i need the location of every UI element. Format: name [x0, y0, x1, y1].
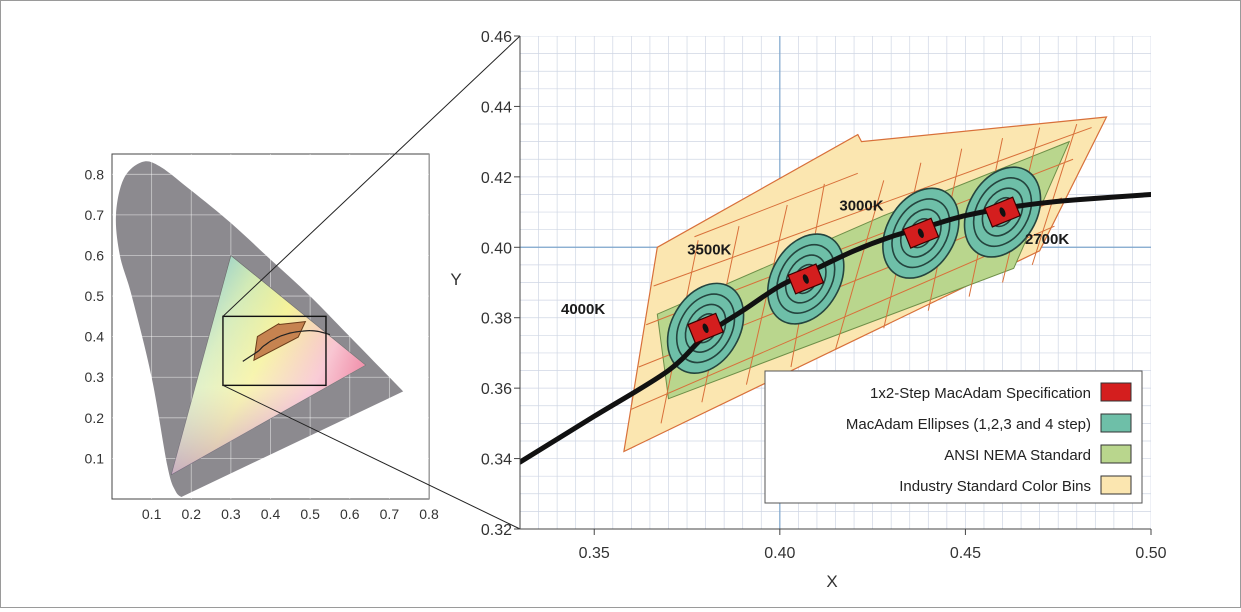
overview-y-tick-label: 0.8: [85, 166, 105, 182]
macadam-specs: [687, 196, 1021, 344]
overview-x-tick-label: 0.8: [419, 506, 439, 522]
x-axis-label: X: [826, 572, 837, 591]
y-axis-label: Y: [450, 270, 461, 289]
legend-entry: MacAdam Ellipses (1,2,3 and 4 step): [846, 413, 1132, 433]
x-tick-label: 0.40: [764, 545, 795, 562]
legend-swatch: [1100, 475, 1132, 495]
spec-group: [787, 263, 825, 295]
legend-swatch: [1100, 382, 1132, 402]
legend-entry: ANSI NEMA Standard: [944, 444, 1132, 464]
overview-y-tick-label: 0.5: [85, 288, 105, 304]
legend-swatch: [1100, 444, 1132, 464]
y-tick-label: 0.36: [481, 381, 512, 398]
overview-y-tick-label: 0.2: [85, 410, 105, 426]
legend-box: [764, 370, 1143, 504]
spec-center-marker: [917, 228, 924, 238]
cie-overview-panel: 0.1 0.2 0.3 0.4 0.5 0.6 0.7 0.8 0.1 0.2 0.3 0.4 0.5 0…: [85, 153, 439, 522]
overview-x-tick-label: 0.7: [380, 506, 400, 522]
overview-tick-labels: 0.1 0.2 0.3 0.4 0.5 0.6 0.7 0.8 0.1 0.2 0.3 0.4 0.5 0…: [85, 166, 439, 522]
y-tick-label: 0.42: [481, 170, 512, 187]
overview-y-tick-label: 0.3: [85, 369, 105, 385]
x-tick-label: 0.35: [579, 545, 610, 562]
overview-y-tick-label: 0.4: [85, 329, 105, 345]
cct-label: 4000K: [561, 301, 605, 318]
overview-x-tick-label: 0.2: [182, 506, 202, 522]
legend-label: MacAdam Ellipses (1,2,3 and 4 step): [846, 416, 1091, 433]
ansi-nema-region: [656, 140, 1071, 400]
y-tick-label: 0.44: [481, 99, 512, 116]
overview-y-tick-label: 0.1: [85, 450, 105, 466]
legend-swatch: [1100, 413, 1132, 433]
overview-x-tick-label: 0.6: [340, 506, 360, 522]
overview-bin-band: [253, 321, 307, 362]
zoom-box: [222, 315, 327, 387]
overview-y-tick-label: 0.7: [85, 207, 105, 223]
legend-label: Industry Standard Color Bins: [899, 478, 1091, 495]
cct-label: 2700K: [1025, 231, 1069, 248]
cct-labels: 4000K 3500K 3000K 2700K: [561, 197, 1069, 318]
cct-label: 3500K: [687, 241, 731, 258]
legend-label: ANSI NEMA Standard: [944, 447, 1091, 464]
gamut-triangle-shading: [171, 255, 366, 475]
overview-x-tick-label: 0.4: [261, 506, 281, 522]
overview-y-tick-label: 0.6: [85, 247, 105, 263]
planckian-locus: [520, 192, 1151, 465]
zoom-connector-top: [222, 35, 521, 317]
y-tick-label: 0.34: [481, 452, 512, 469]
bin-grid-line: [653, 127, 1092, 287]
spec-center-marker: [802, 274, 809, 284]
spec-center-marker: [702, 323, 709, 334]
cct-label: 3000K: [839, 197, 883, 214]
y-tick-label: 0.38: [481, 311, 512, 328]
zoom-connector-bottom: [222, 384, 521, 530]
y-tick-label: 0.32: [481, 522, 512, 539]
bin-grid-line: [1031, 123, 1078, 266]
x-tick-label: 0.45: [950, 545, 981, 562]
overview-x-tick-label: 0.5: [300, 506, 320, 522]
legend-entry: Industry Standard Color Bins: [899, 475, 1132, 495]
x-tick-label: 0.50: [1135, 545, 1166, 562]
spec-center-marker: [999, 207, 1006, 217]
legend-label: 1x2-Step MacAdam Specification: [870, 385, 1091, 402]
y-tick-label: 0.40: [481, 240, 512, 257]
spec-group: [687, 312, 725, 344]
spec-group: [902, 217, 940, 249]
legend: 1x2-Step MacAdam Specification MacAdam E…: [764, 370, 1143, 504]
spec-group: [984, 196, 1021, 228]
y-tick-label: 0.46: [481, 29, 512, 46]
bin-grid-line: [835, 180, 885, 350]
legend-entry: 1x2-Step MacAdam Specification: [870, 382, 1132, 402]
overview-planckian-locus: [242, 329, 331, 362]
overview-x-tick-label: 0.1: [142, 506, 162, 522]
detail-tick-labels: 0.35 0.40 0.45 0.50 0.32 0.34 0.36 0.38 0.40 0.42…: [481, 29, 1167, 562]
binning-detail-panel: 0.35 0.40 0.45 0.50 0.32 0.34 0.36 0.38 0.40 0.42…: [450, 29, 1166, 591]
bin-grid-line: [694, 172, 858, 238]
overview-x-tick-label: 0.3: [221, 506, 241, 522]
